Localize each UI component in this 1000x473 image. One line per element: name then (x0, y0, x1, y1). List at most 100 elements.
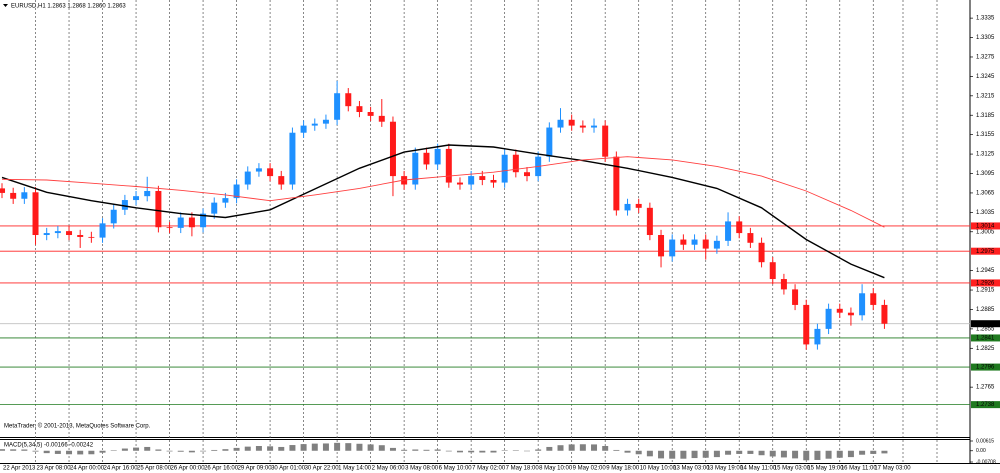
x-tick-label: 26 Apr 16:00 (204, 466, 239, 472)
y-tick-label: 1.2915 (976, 288, 995, 294)
candle-body (367, 112, 374, 116)
y-tick-label: 1.3275 (976, 55, 995, 61)
macd-bar (378, 445, 385, 451)
macd-bar (881, 450, 888, 454)
candle-body (423, 152, 430, 165)
x-tick-label: 9 May 18:00 (606, 466, 640, 472)
level-label: 1.2841 (976, 336, 995, 342)
candle-body (713, 240, 720, 249)
y-tick-label: 1.2855 (976, 326, 995, 332)
candle-body (747, 233, 754, 243)
macd-bar (200, 450, 207, 452)
macd-bar (546, 446, 553, 451)
macd-bar (702, 450, 709, 458)
candle-body (311, 123, 318, 126)
macd-bar (255, 446, 262, 451)
candle-body (792, 289, 799, 305)
candle-body (468, 176, 475, 185)
candle-body (646, 207, 653, 236)
macd-bar (401, 449, 408, 451)
x-tick-label: 25 Apr 08:00 (137, 466, 172, 472)
candle-body (825, 308, 832, 329)
last-price-tag (971, 320, 1000, 328)
x-tick-label: 22 Apr 2013 (3, 466, 36, 472)
candle-body (66, 231, 73, 236)
candle-body (10, 192, 17, 199)
macd-bar (602, 446, 609, 451)
candle-body (434, 148, 441, 165)
candle-body (177, 217, 184, 228)
indicator-title: MACD(5,34,5) -0.00166 -0.00242 (4, 443, 94, 449)
candle-body (725, 221, 732, 241)
candle-body (613, 156, 620, 211)
macd-bar (758, 450, 765, 456)
macd-bar (747, 450, 754, 454)
y-tick-label: 1.2765 (976, 385, 995, 391)
x-tick-label: 29 Apr 09:00 (238, 466, 273, 472)
y-tick-label: 1.3155 (976, 132, 995, 138)
x-tick-label: 9 May 02:00 (573, 466, 607, 472)
level-label: 1.2975 (976, 249, 995, 255)
macd-bar (512, 450, 519, 451)
candle-body (847, 312, 854, 316)
candle-body (780, 279, 787, 290)
candle-body (289, 132, 296, 185)
level-tag (971, 401, 1000, 409)
macd-bar (222, 449, 229, 451)
macd-bar (278, 446, 285, 451)
macd-bar (54, 450, 61, 454)
x-tick-label: 6 May 10:00 (439, 466, 473, 472)
candle-body (54, 231, 61, 234)
macd-bar (591, 444, 598, 451)
y-tick-label: 1.3095 (976, 171, 995, 177)
level-tag (971, 279, 1000, 287)
x-tick-label: 10 May 10:00 (640, 466, 677, 472)
x-tick-label: 8 May 10:00 (539, 466, 573, 472)
candle-body (0, 188, 6, 193)
macd-bar (769, 450, 776, 457)
macd-bar (669, 450, 676, 459)
moving-average (1, 156, 885, 228)
macd-bar (803, 450, 810, 461)
macd-bar (479, 450, 486, 453)
macd-bar (568, 444, 575, 451)
macd-bar (725, 450, 732, 455)
macd-bar (535, 449, 542, 451)
candle-body (602, 125, 609, 157)
level-tag (971, 247, 1000, 255)
candle-body (378, 115, 385, 122)
macd-bar (870, 450, 877, 454)
candle-body (233, 184, 240, 199)
macd-bar (155, 449, 162, 451)
macd-bar (680, 450, 687, 459)
candle-body (155, 190, 162, 228)
macd-bar (144, 446, 151, 451)
candle-body (579, 125, 586, 128)
macd-bar (21, 449, 28, 451)
candle-body (32, 192, 39, 236)
x-tick-label: 24 Apr 00:00 (70, 466, 105, 472)
candle-body (769, 262, 776, 280)
macd-bar (557, 445, 564, 451)
macd-bar (356, 443, 363, 451)
candle-body (512, 154, 519, 173)
x-tick-label: 16 May 11:00 (841, 466, 878, 472)
macd-bar (66, 450, 73, 455)
candle-body (356, 106, 363, 113)
macd-bar (188, 450, 195, 453)
x-tick-label: 14 May 11:00 (740, 466, 777, 472)
candle-body (546, 127, 553, 157)
macd-bar (133, 447, 140, 451)
candle-body (702, 239, 709, 249)
macd-bar (412, 449, 419, 451)
menu-arrow[interactable] (3, 4, 8, 7)
candle-body (881, 304, 888, 324)
candle-body (814, 328, 821, 345)
macd-bar (233, 447, 240, 451)
x-tick-label: 26 Apr 00:00 (171, 466, 206, 472)
macd-bar (792, 450, 799, 459)
y-tick-label: 1.3125 (976, 152, 995, 158)
x-tick-label: 7 May 02:00 (472, 466, 506, 472)
candle-body (200, 213, 207, 228)
